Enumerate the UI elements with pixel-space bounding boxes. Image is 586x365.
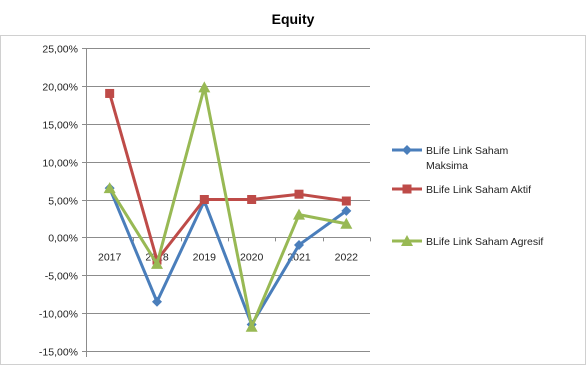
data-point [341, 205, 352, 216]
data-point [294, 239, 304, 250]
y-tick-label: 5,00% [48, 196, 78, 208]
legend-marker [401, 235, 413, 246]
data-point [199, 195, 209, 204]
series-line [108, 187, 348, 326]
legend-label: Maksima [426, 160, 468, 172]
x-tick-label: 2022 [335, 251, 359, 263]
y-axis-tick-labels: 25,00% 20,00% 15,00% 10,00% 5,00% 0,00% -5,00%… [39, 44, 78, 359]
gridlines [0, 35, 586, 365]
y-tick-label: -15,00% [39, 347, 78, 359]
data-point [152, 296, 162, 307]
legend-label: BLife Link Saham Aktif [426, 184, 531, 196]
axes [82, 48, 371, 357]
legend-label: BLife Link Saham Agresif [426, 236, 543, 248]
data-point [198, 81, 211, 93]
legend-label: BLife Link Saham [426, 145, 509, 157]
series-lines [103, 81, 353, 332]
y-tick-label: 20,00% [42, 82, 78, 94]
x-tick-label: 2017 [98, 251, 122, 263]
data-point [151, 257, 163, 269]
series-line [108, 85, 347, 329]
y-tick-label: -5,00% [45, 271, 78, 283]
legend-marker [402, 145, 412, 155]
y-tick-label: 25,00% [42, 44, 78, 56]
data-point [105, 88, 115, 98]
y-tick-label: 15,00% [42, 120, 78, 132]
y-tick-label: -10,00% [39, 309, 78, 321]
data-point [293, 208, 305, 220]
legend: BLife Link Saham Maksima BLife Link Saham … [392, 145, 543, 248]
data-point [340, 217, 353, 229]
legend-marker [402, 184, 412, 194]
data-point [247, 195, 257, 204]
y-tick-label: 10,00% [42, 158, 78, 170]
y-tick-label: 0,00% [48, 233, 78, 245]
legend-item: BLife Link Saham Agresif [392, 235, 543, 248]
legend-item: BLife Link Saham Maksima [392, 145, 509, 172]
data-point [341, 196, 351, 206]
data-point [294, 189, 304, 199]
chart-title: Equity [272, 11, 315, 27]
x-tick-label: 2019 [193, 251, 217, 263]
data-point [245, 320, 258, 332]
x-tick-label: 2020 [240, 251, 264, 263]
legend-item: BLife Link Saham Aktif [392, 184, 531, 196]
series-3 [103, 81, 353, 332]
data-point [103, 182, 116, 194]
